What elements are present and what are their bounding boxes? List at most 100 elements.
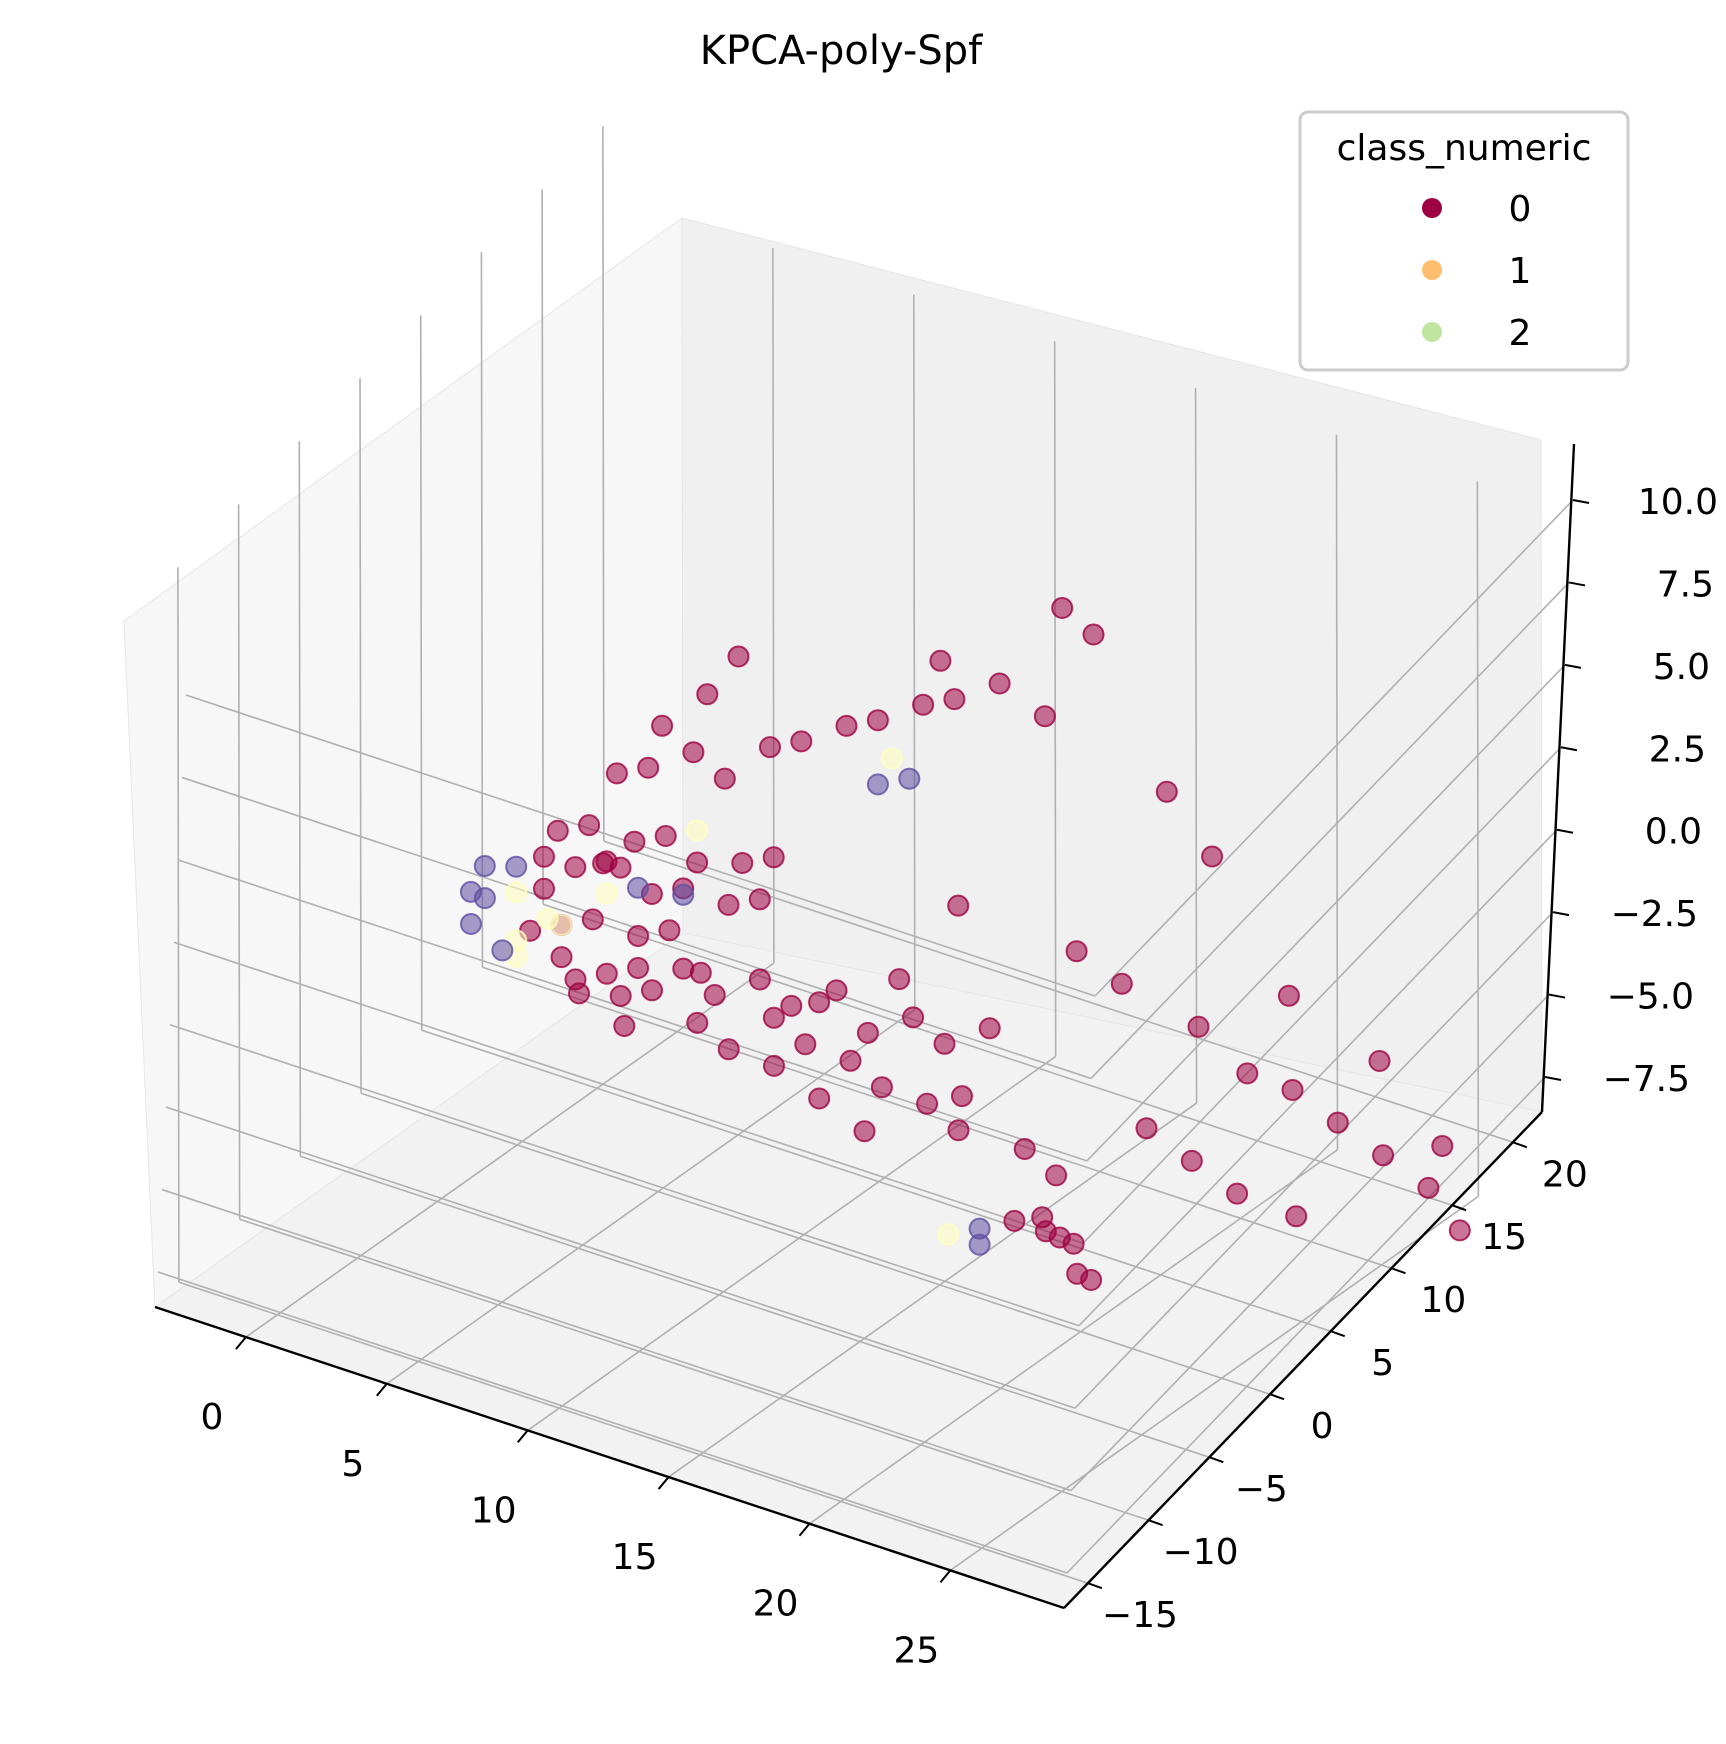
scatter-point	[1110, 972, 1133, 995]
scatter-point	[1003, 1209, 1026, 1232]
z-gridline	[1070, 994, 1550, 1492]
scatter-point	[762, 846, 785, 869]
y-tick-mark	[1148, 1519, 1163, 1527]
scatter-point	[978, 1017, 1001, 1040]
y-tick-label: 20	[1542, 1154, 1588, 1195]
y-gridline	[300, 1155, 1210, 1458]
scatter-point	[627, 957, 650, 979]
scatter-point	[686, 851, 709, 874]
scatter-point	[870, 1076, 893, 1099]
y-tick-mark	[1512, 1141, 1528, 1149]
scatter-point	[1448, 1219, 1471, 1242]
x-gridline-back	[1335, 434, 1339, 1150]
y-tick-mark	[1330, 1330, 1346, 1338]
scatter-point	[578, 814, 601, 837]
scatter-point	[703, 984, 726, 1006]
scatter-point	[654, 825, 677, 847]
z-gridline-left	[169, 1023, 1080, 1327]
x-gridline-back	[1194, 388, 1198, 1104]
z-tick-mark	[1568, 581, 1586, 587]
scatter-point	[564, 856, 587, 879]
scatter-point	[727, 645, 750, 668]
y-axis-line	[1063, 1111, 1543, 1609]
scatter-point	[947, 1119, 970, 1142]
x-gridline-back	[1053, 341, 1057, 1057]
scatter-point	[595, 882, 618, 905]
x-gridline-back	[772, 248, 775, 964]
legend-marker	[1422, 198, 1442, 218]
scatter-point	[717, 893, 740, 916]
scatter-point	[808, 1087, 831, 1110]
x-tick-mark	[235, 1336, 247, 1350]
z-gridline-left	[173, 941, 1084, 1245]
legend-frame	[1298, 110, 1630, 372]
scatter-point	[623, 830, 646, 853]
scatter-point	[916, 1092, 939, 1115]
scatter-point	[1065, 940, 1088, 963]
scatter-point	[902, 1006, 925, 1029]
y-tick-mark	[1087, 1582, 1103, 1590]
scatter-point	[658, 919, 681, 942]
scatter-point	[794, 1033, 817, 1056]
scatter-point	[888, 968, 911, 991]
scatter-point	[627, 876, 649, 899]
y-tick-label: 5	[1371, 1343, 1394, 1384]
scatter-point	[686, 819, 709, 842]
y-tick-label: 15	[1481, 1217, 1527, 1258]
scatter-point	[1080, 1269, 1103, 1291]
y-tick-mark	[1391, 1267, 1406, 1275]
y-gridline-left	[541, 189, 544, 905]
z-gridline	[1074, 911, 1554, 1409]
scatter-point	[1033, 705, 1056, 728]
scatter-point	[1372, 1144, 1395, 1167]
y-gridline-left	[359, 378, 362, 1094]
scatter-point	[550, 946, 573, 969]
z-gridline	[1066, 1076, 1546, 1574]
scatter-point	[1082, 623, 1105, 646]
scatter-point	[759, 736, 781, 759]
scatter-point	[651, 714, 674, 737]
x-gridline-back	[912, 294, 916, 1010]
scatter-point	[947, 894, 970, 917]
z-tick-label: 0.0	[1645, 812, 1702, 853]
tick-labels: 0510152025−15−10−505101520−7.5−5.0−2.50.…	[200, 482, 1718, 1671]
scatter-point	[533, 877, 555, 900]
legend-label: 1	[1509, 251, 1532, 292]
scatter-point	[696, 683, 719, 706]
z-axis-line	[1540, 443, 1576, 1113]
scatter-point	[912, 693, 935, 716]
y-gridline	[360, 1092, 1271, 1395]
scatter-point	[731, 852, 754, 874]
x-gridline	[245, 962, 775, 1338]
y-tick-label: −5	[1235, 1469, 1288, 1510]
y-gridline	[482, 966, 1392, 1269]
x-gridline	[949, 1195, 1479, 1572]
scatter-point	[748, 968, 771, 991]
scatter-point	[1417, 1176, 1440, 1199]
y-gridline-left	[602, 126, 605, 842]
scatter-point	[839, 1049, 862, 1072]
scatter-point	[609, 856, 632, 879]
x-tick-label: 15	[612, 1537, 658, 1578]
z-gridline-left	[161, 1188, 1072, 1492]
y-tick-label: −15	[1102, 1595, 1178, 1636]
scatter-point	[1431, 1135, 1454, 1157]
y-gridline-left	[419, 315, 423, 1031]
scatter-point	[637, 756, 660, 779]
x-axis-line	[154, 1305, 1065, 1610]
scatter-point	[627, 925, 650, 947]
x-gridline	[809, 1149, 1338, 1525]
y-tick-label: 0	[1311, 1406, 1334, 1447]
y-gridline	[178, 1281, 1089, 1584]
y-gridline	[542, 903, 1453, 1207]
scatter-point	[835, 714, 858, 737]
z-tick-label: 10.0	[1638, 482, 1718, 523]
x-gridline	[668, 1102, 1198, 1478]
scatter-point	[748, 888, 771, 911]
scatter-point	[1236, 1062, 1259, 1085]
scatter-point	[1031, 1206, 1054, 1229]
scatter-point	[762, 1006, 785, 1029]
y-tick-mark	[1208, 1456, 1224, 1464]
z-tick-mark	[1556, 828, 1574, 834]
